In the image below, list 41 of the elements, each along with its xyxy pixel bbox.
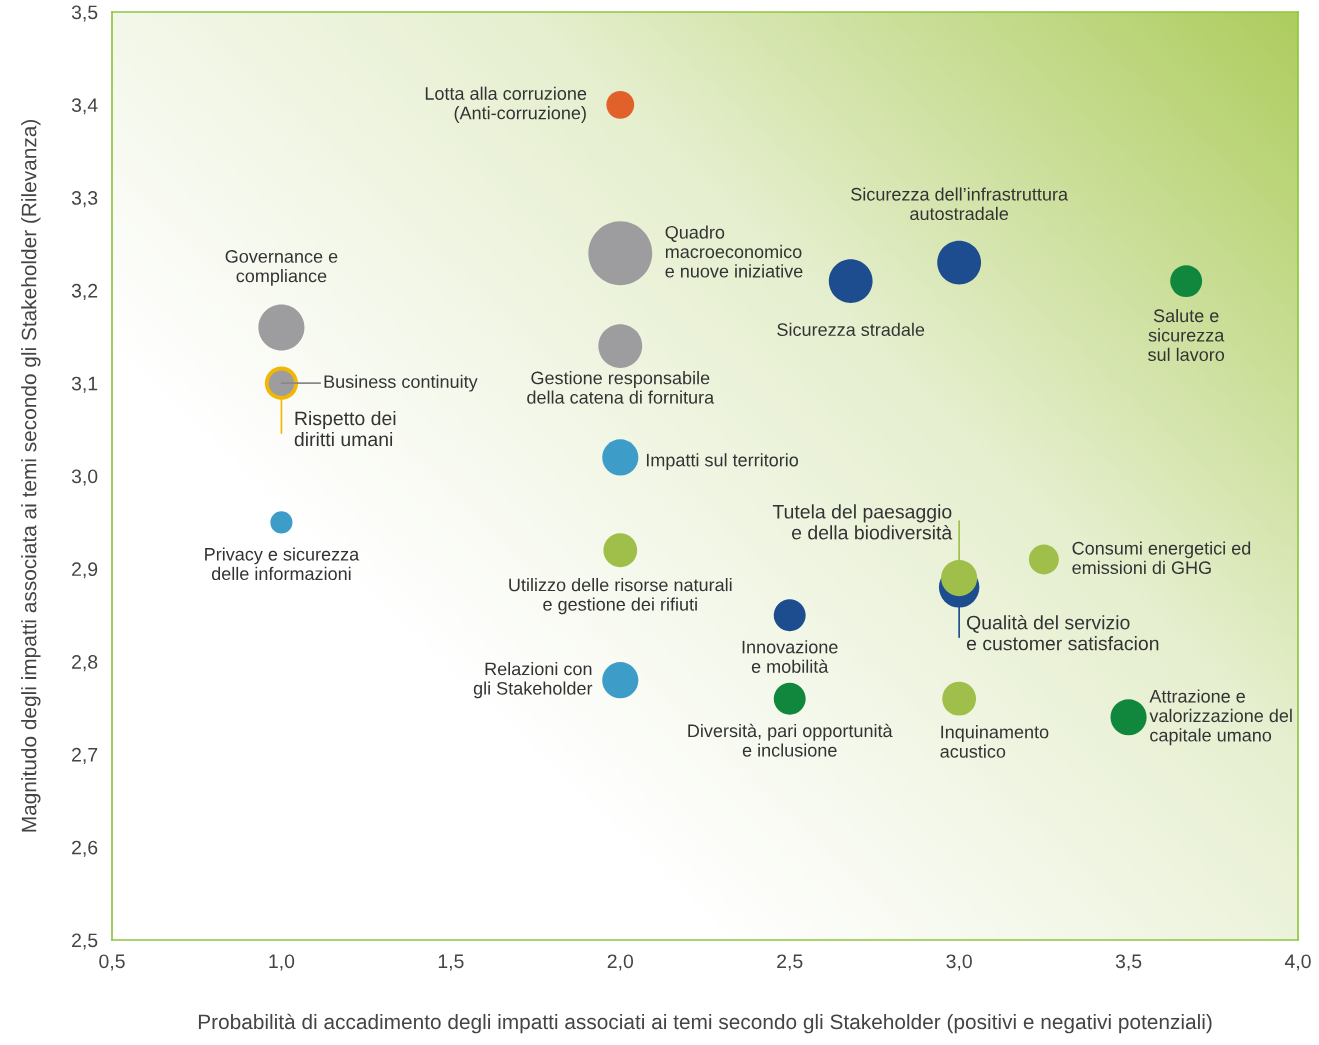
y-tick-label: 3,5 bbox=[71, 5, 98, 22]
x-tick-label: 0,5 bbox=[99, 954, 125, 971]
x-tick-label: 1,0 bbox=[269, 954, 295, 971]
series-label: Inquinamento acustico bbox=[940, 725, 1049, 758]
series-label: Relazioni con gli Stakeholder bbox=[473, 662, 593, 699]
y-tick-label: 3,3 bbox=[71, 191, 98, 208]
series-label: Diversità, pari opportunità e inclusione bbox=[688, 723, 893, 757]
text: Sicurezza dell’infrastruttura autostradale bbox=[851, 187, 1069, 221]
x-tick-label: 3,5 bbox=[1115, 954, 1142, 971]
y-axis-title: Magnitudo degli impatti associata ai temi secondo gli Stakeholder (Rilevanza) bbox=[21, 120, 41, 832]
x-tick-label: 1,5 bbox=[438, 954, 464, 971]
series-label: Lotta alla corruzione (Anti-corruzione) bbox=[425, 86, 587, 123]
x-tick-label: 2,0 bbox=[607, 954, 634, 971]
series-label: Gestione responsabile della catena di fornitura bbox=[527, 371, 715, 404]
series-label: Business continuity bbox=[324, 374, 478, 392]
series-label: Salute e sicurezza sul lavoro bbox=[1148, 308, 1225, 362]
x-tick-label: 3,0 bbox=[946, 954, 972, 971]
series-label: Qualità del servizio e customer satisfacion bbox=[966, 614, 1159, 651]
series-label: Innovazione e mobilità bbox=[742, 640, 838, 673]
series-label: Tutela del paesaggio e della biodiversità bbox=[772, 504, 953, 540]
series-label: Attrazione e valorizzazione del capitale umano bbox=[1149, 689, 1292, 746]
y-tick-label: 2,6 bbox=[72, 840, 98, 857]
series-label: Impatti sul territorio bbox=[646, 453, 799, 471]
series-label: Utilizzo delle risorse naturali e gestione dei rifiuti bbox=[509, 578, 732, 615]
series-label: Sicurezza stradale bbox=[777, 322, 925, 337]
x-tick-label: 4,0 bbox=[1284, 954, 1311, 971]
y-tick-label: 2,8 bbox=[72, 655, 98, 672]
y-tick-label: 2,9 bbox=[72, 562, 98, 579]
series-label: Privacy e sicurezza delle informazioni bbox=[205, 547, 360, 581]
y-tick-label: 2,7 bbox=[72, 747, 98, 764]
y-tick-label: 3,4 bbox=[71, 98, 98, 115]
text: Governance e compliance bbox=[225, 250, 338, 286]
x-axis-title: Probabilità di accadimento degli impatti associati ai temi secondo gli Stakeholder (positivi e negativi potenziali) bbox=[198, 1013, 1212, 1034]
series-label: Consumi energetici ed emissioni di GHG bbox=[1072, 541, 1251, 575]
y-tick-label: 3,2 bbox=[71, 283, 98, 300]
y-tick-label: 3,1 bbox=[71, 376, 98, 393]
y-tick-label: 2,5 bbox=[72, 933, 98, 950]
series-label: Rispetto dei diritti umani bbox=[294, 410, 396, 447]
series-label: Quadro macroeconomico e nuove iniziative bbox=[665, 225, 803, 278]
x-tick-label: 2,5 bbox=[777, 954, 803, 971]
y-tick-label: 3,0 bbox=[71, 469, 98, 486]
